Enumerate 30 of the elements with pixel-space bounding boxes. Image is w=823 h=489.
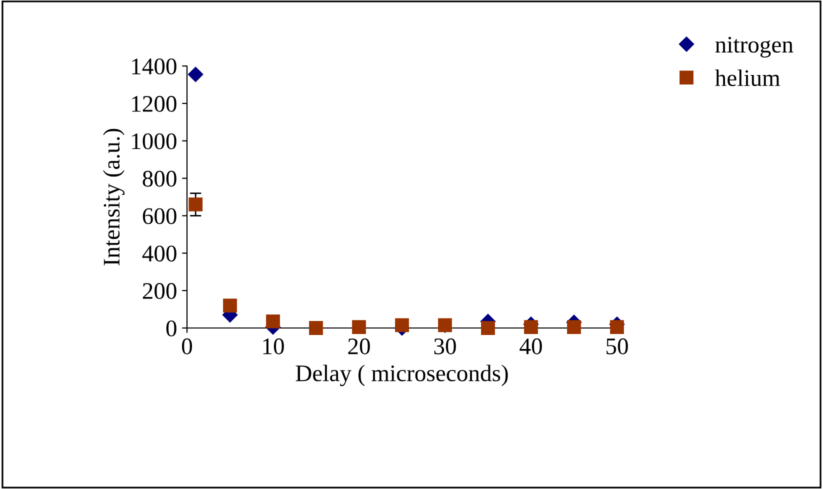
point <box>438 318 452 332</box>
y-tick-label: 200 <box>142 283 176 299</box>
point <box>309 321 323 335</box>
point <box>266 314 280 328</box>
x-tick-label: 20 <box>348 338 370 354</box>
x-tick-label: 30 <box>434 338 456 354</box>
point <box>567 320 581 334</box>
legend-label: helium <box>715 69 780 86</box>
x-tick-label: 0 <box>182 338 192 354</box>
y-tick-label: 1400 <box>132 58 176 74</box>
legend-label: nitrogen <box>715 36 794 58</box>
point <box>481 321 495 335</box>
y-tick-label: 600 <box>142 208 176 224</box>
y-tick-label: 1000 <box>132 133 176 150</box>
y-tick-label: 0 <box>166 320 176 336</box>
point <box>223 298 237 312</box>
point <box>188 198 203 212</box>
x-axis-title: Delay ( microseconds) <box>296 364 508 386</box>
x-tick-label: 40 <box>520 338 542 354</box>
point <box>395 318 409 332</box>
point <box>610 320 624 334</box>
y-tick-label: 1200 <box>132 96 176 112</box>
x-tick-label: 10 <box>263 338 284 354</box>
y-axis-title: Intensity (a.u.) <box>103 128 124 266</box>
x-tick-label: 50 <box>606 338 628 354</box>
y-tick-label: 400 <box>142 246 176 262</box>
point <box>524 320 538 334</box>
point <box>352 320 366 334</box>
point <box>188 66 204 82</box>
y-tick-label: 800 <box>142 170 176 187</box>
